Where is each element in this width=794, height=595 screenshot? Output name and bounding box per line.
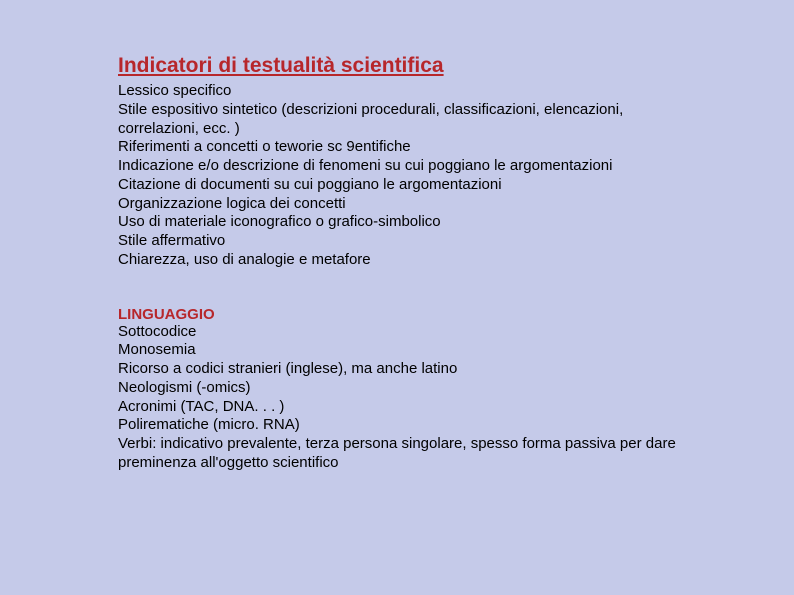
section-language: Sottocodice Monosemia Ricorso a codici s… [118,323,688,473]
indicator-line: Stile espositivo sintetico (descrizioni … [118,101,688,139]
indicator-line: Lessico specifico [118,82,688,101]
indicator-line: Stile affermativo [118,232,688,251]
indicator-line: Citazione di documenti su cui poggiano l… [118,176,688,195]
indicator-line: Organizzazione logica dei concetti [118,195,688,214]
language-line: Monosemia [118,341,688,360]
indicator-line: Riferimenti a concetti o teworie sc 9ent… [118,138,688,157]
language-line: Neologismi (-omics) [118,379,688,398]
slide-page: Indicatori di testualità scientifica Les… [0,0,794,595]
language-line: Sottocodice [118,323,688,342]
indicator-line: Indicazione e/o descrizione di fenomeni … [118,157,688,176]
language-line: Ricorso a codici stranieri (inglese), ma… [118,360,688,379]
section-heading-language: LINGUAGGIO [118,306,794,323]
language-line: Acronimi (TAC, DNA. . . ) [118,398,688,417]
indicator-line: Chiarezza, uso di analogie e metafore [118,251,688,270]
page-title: Indicatori di testualità scientifica [118,54,794,78]
section-indicators: Lessico specifico Stile espositivo sinte… [118,82,688,270]
language-line: Polirematiche (micro. RNA) [118,416,688,435]
language-line: Verbi: indicativo prevalente, terza pers… [118,435,688,473]
indicator-line: Uso di materiale iconografico o grafico-… [118,213,688,232]
